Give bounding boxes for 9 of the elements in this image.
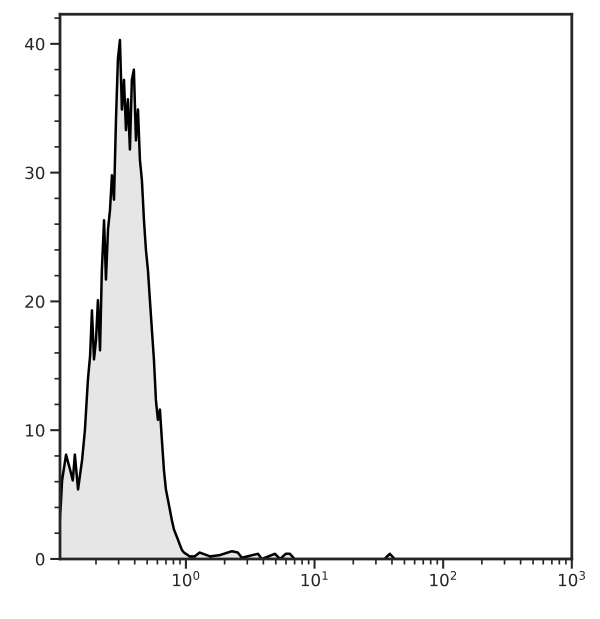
y-tick-label: 40 <box>25 38 44 50</box>
x-tick-label: 10$^{2}$ <box>430 571 456 586</box>
x-tick-label: 10$^{3}$ <box>558 571 585 586</box>
x-tick-label: 10$^{0}$ <box>173 571 200 586</box>
y-tick-label: 20 <box>25 295 44 308</box>
y-tick-label: 30 <box>25 166 44 180</box>
y-tick-label: 0 <box>36 552 44 566</box>
x-tick-label: 10$^{1}$ <box>302 571 328 586</box>
y-tick-label: 10 <box>26 424 44 437</box>
